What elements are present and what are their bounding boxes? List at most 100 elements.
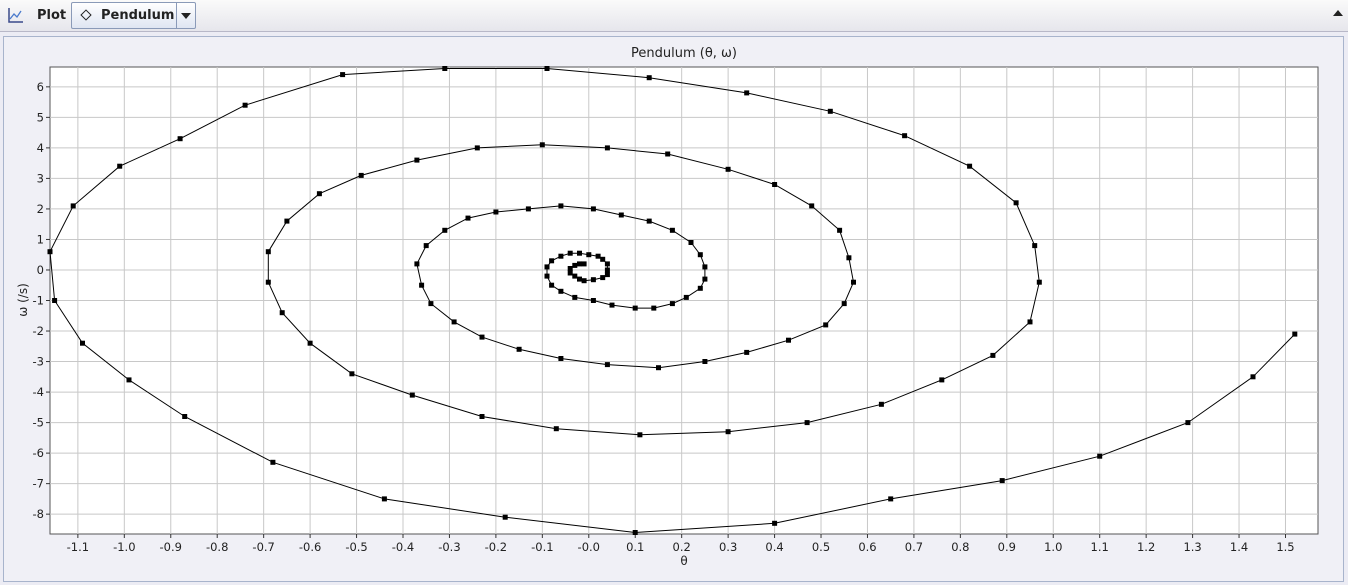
data-point <box>1097 453 1103 459</box>
data-point <box>1292 331 1298 337</box>
data-point <box>772 182 778 187</box>
x-tick-label: 0.3 <box>719 540 737 554</box>
data-point <box>646 218 652 224</box>
y-tick-label: 4 <box>37 141 44 155</box>
data-point <box>577 250 582 256</box>
data-point <box>618 212 624 218</box>
data-point <box>990 352 996 358</box>
x-tick-label: 0.2 <box>673 540 691 554</box>
x-tick-label: 0.1 <box>626 540 644 554</box>
y-tick-label: 3 <box>37 171 44 185</box>
y-tick-label: -5 <box>33 416 44 430</box>
data-point <box>549 282 555 288</box>
y-tick-label: 2 <box>37 202 44 216</box>
data-point <box>474 145 480 151</box>
data-point <box>479 414 485 419</box>
plot-selector-label: Pendulum <box>101 8 175 23</box>
data-point <box>1185 420 1191 426</box>
data-point <box>572 294 578 300</box>
data-point <box>525 206 531 212</box>
data-point <box>117 163 123 169</box>
plot-icon[interactable] <box>6 7 24 25</box>
data-point <box>558 253 564 259</box>
data-point <box>646 75 652 81</box>
x-tick-label: 0.8 <box>951 540 969 554</box>
data-point <box>539 142 545 148</box>
x-tick-label: 0.4 <box>765 540 783 554</box>
x-tick-label: -0.5 <box>345 540 367 554</box>
x-tick-label: 0.6 <box>858 540 876 554</box>
data-point <box>827 108 833 114</box>
diamond-icon <box>80 9 92 21</box>
data-point <box>632 530 638 535</box>
data-point <box>442 66 448 71</box>
data-point <box>651 305 657 311</box>
y-tick-label: -7 <box>33 477 44 491</box>
plot-panel: Pendulum (θ, ω) -1.1 -1.0 -0.9 -0.8 -0.7 -0.6… <box>3 36 1344 582</box>
data-point <box>725 429 731 435</box>
y-axis-ticks: -8 -7 -6 -5 -4 -3 -2 -1 0 1 2 3 4 5 6 <box>33 80 50 521</box>
data-point <box>939 377 945 383</box>
data-point <box>600 275 606 281</box>
data-point <box>837 227 843 233</box>
data-point <box>549 258 555 264</box>
x-tick-label: -0.9 <box>160 540 182 554</box>
x-tick-label: 0.5 <box>812 540 830 554</box>
data-point <box>544 66 550 71</box>
data-point <box>590 298 596 303</box>
data-point <box>70 203 76 209</box>
data-point <box>851 279 856 285</box>
data-point <box>656 365 661 371</box>
data-point <box>688 240 694 245</box>
data-point <box>265 249 271 255</box>
data-point <box>878 401 884 407</box>
y-tick-label: -1 <box>33 294 44 308</box>
x-tick-label: -0.7 <box>252 540 274 554</box>
x-tick-label: 1.0 <box>1044 540 1062 554</box>
x-tick-label: -1.0 <box>113 540 135 554</box>
data-point <box>637 432 643 438</box>
x-tick-label: -1.1 <box>67 540 89 554</box>
y-tick-label: -3 <box>33 355 44 369</box>
data-point <box>604 145 610 151</box>
data-point <box>316 191 322 197</box>
data-point <box>242 102 248 108</box>
data-point <box>358 172 364 178</box>
x-tick-label: 1.2 <box>1137 540 1155 554</box>
grid-lines <box>50 67 1318 534</box>
data-point <box>442 227 448 233</box>
data-point <box>604 261 610 267</box>
data-point <box>581 278 587 284</box>
x-tick-label: 0.7 <box>905 540 923 554</box>
data-point <box>340 72 346 78</box>
data-point <box>665 151 671 157</box>
x-tick-label: 1.5 <box>1276 540 1294 554</box>
data-point <box>177 136 183 142</box>
data-point <box>577 261 582 267</box>
x-tick-label: -0.1 <box>531 540 553 554</box>
data-point <box>516 346 522 352</box>
dropdown-arrow-icon[interactable] <box>176 3 195 28</box>
data-point <box>967 163 973 169</box>
data-point <box>544 264 550 270</box>
x-axis-ticks: -1.1 -1.0 -0.9 -0.8 -0.7 -0.6 -0.5 -0.4 -0.3 -0.2… <box>67 534 1295 554</box>
data-point <box>47 249 53 255</box>
data-point <box>52 298 58 303</box>
data-point <box>465 215 471 221</box>
x-axis-label: θ <box>680 554 687 568</box>
data-point <box>307 340 313 346</box>
y-tick-label: 6 <box>37 80 44 94</box>
data-point <box>604 362 610 368</box>
data-point <box>697 252 703 258</box>
collapse-arrow-icon[interactable] <box>1333 10 1343 16</box>
data-point <box>669 227 675 233</box>
plot-selector[interactable]: Pendulum <box>71 2 196 29</box>
data-point <box>590 206 596 212</box>
data-point <box>80 340 85 346</box>
data-point <box>553 426 559 432</box>
y-tick-label: -8 <box>33 507 44 521</box>
data-point <box>493 209 499 215</box>
y-tick-label: -2 <box>33 324 44 338</box>
data-point <box>632 305 638 311</box>
data-point <box>572 262 578 268</box>
